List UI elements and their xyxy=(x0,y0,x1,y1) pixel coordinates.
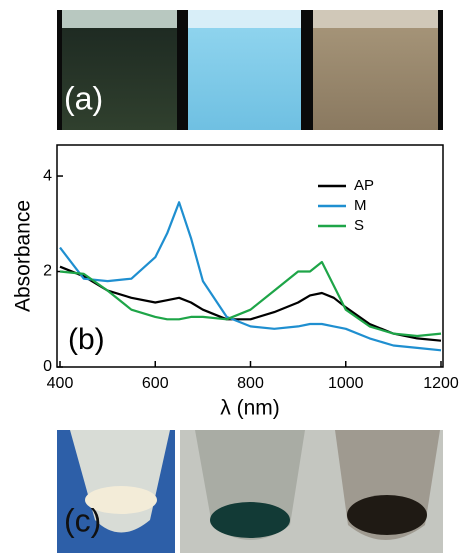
x-axis-label: λ (nm) xyxy=(220,397,280,420)
series-line xyxy=(60,202,441,350)
panel-label: (b) xyxy=(68,323,105,356)
legend-label: S xyxy=(354,217,364,234)
panel-label: (c) xyxy=(64,502,101,538)
x-tick-label: 1200 xyxy=(423,375,459,392)
series-line xyxy=(60,262,441,336)
x-tick-label: 400 xyxy=(47,375,74,392)
photo-a xyxy=(57,10,443,130)
figure: (a) (c) (b) Absorbance λ (nm) 400 600 800 1… xyxy=(0,0,465,553)
y-tick-label: 4 xyxy=(43,167,52,184)
x-tick-label: 800 xyxy=(237,375,264,392)
y-axis-label: Absorbance xyxy=(12,200,35,312)
x-tick-label: 600 xyxy=(142,375,169,392)
y-tick-label: 0 xyxy=(43,358,52,375)
x-tick-label: 1000 xyxy=(328,375,364,392)
panel-label: (a) xyxy=(64,80,103,116)
y-tick-label: 2 xyxy=(43,263,52,280)
photo-c xyxy=(57,430,443,553)
legend-label: M xyxy=(354,197,367,214)
legend-label: AP xyxy=(354,177,374,194)
plot-frame xyxy=(57,145,443,367)
